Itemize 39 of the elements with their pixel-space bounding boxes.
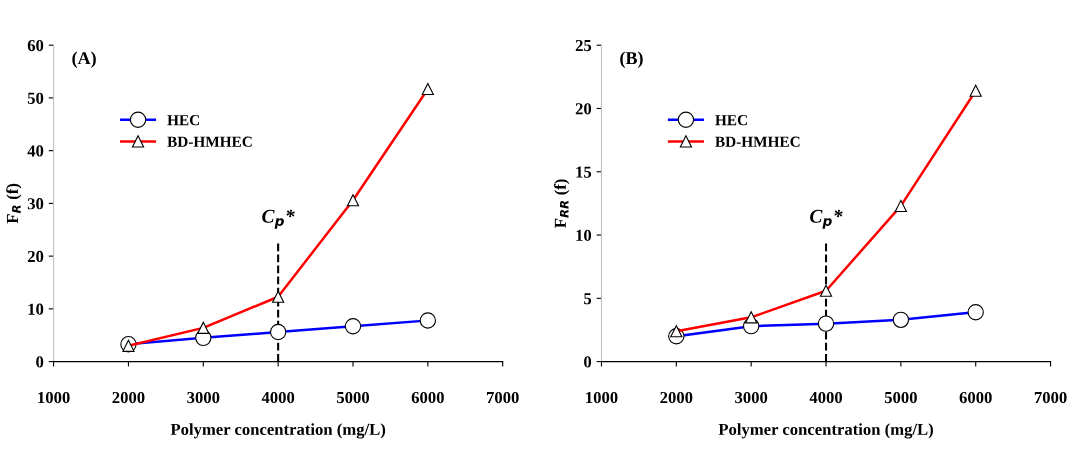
y-tick-label: 0 bbox=[584, 356, 592, 368]
x-tick-label: 2000 bbox=[660, 391, 693, 404]
ref-line-label: C$_{p}$* bbox=[810, 209, 843, 229]
y-axis-title: F$_{RR}$ (f) bbox=[554, 179, 570, 228]
y-tick-label: 25 bbox=[575, 39, 592, 52]
x-tick-label: 7000 bbox=[486, 391, 519, 404]
y-tick-label: 5 bbox=[584, 293, 592, 305]
x-tick-label: 5000 bbox=[336, 391, 370, 404]
x-tick-label: 2000 bbox=[112, 391, 145, 404]
annotation: (B) bbox=[620, 51, 643, 68]
y-tick-label: 40 bbox=[27, 145, 44, 157]
x-tick-label: 7000 bbox=[1034, 391, 1067, 404]
y-tick-label: 0 bbox=[36, 356, 44, 368]
x-tick-label: 4000 bbox=[261, 391, 295, 404]
x-tick-label: 6000 bbox=[411, 391, 444, 404]
x-axis-title: Polymer concentration (mg/L) bbox=[718, 423, 933, 439]
y-tick-label: 20 bbox=[27, 250, 44, 263]
y-tick-label: 60 bbox=[27, 39, 44, 52]
x-tick-label: 3000 bbox=[187, 391, 220, 404]
legend-label: HEC bbox=[715, 115, 747, 126]
legend-label: BD-HMHEC bbox=[167, 136, 252, 147]
x-tick-label: 5000 bbox=[884, 391, 917, 404]
ref-line-label: C$_{p}$* bbox=[262, 209, 295, 229]
annotation: (A) bbox=[72, 51, 96, 68]
y-tick-label: 15 bbox=[576, 166, 592, 178]
y-tick-label: 10 bbox=[28, 303, 44, 315]
legend-label: BD-HMHEC bbox=[715, 136, 800, 147]
x-tick-label: 6000 bbox=[959, 391, 992, 404]
y-tick-label: 50 bbox=[27, 92, 44, 104]
x-tick-label: 4000 bbox=[809, 391, 843, 404]
x-tick-label: 1000 bbox=[586, 391, 618, 404]
y-tick-label: 20 bbox=[575, 103, 592, 115]
y-axis-title: F$_{R}$ (f) bbox=[6, 183, 22, 224]
x-axis-title: Polymer concentration (mg/L) bbox=[170, 423, 386, 439]
y-tick-label: 10 bbox=[576, 229, 592, 241]
x-tick-label: 3000 bbox=[735, 391, 768, 404]
y-tick-label: 30 bbox=[27, 198, 44, 210]
x-tick-label: 1000 bbox=[38, 391, 70, 404]
legend-label: HEC bbox=[167, 115, 200, 126]
